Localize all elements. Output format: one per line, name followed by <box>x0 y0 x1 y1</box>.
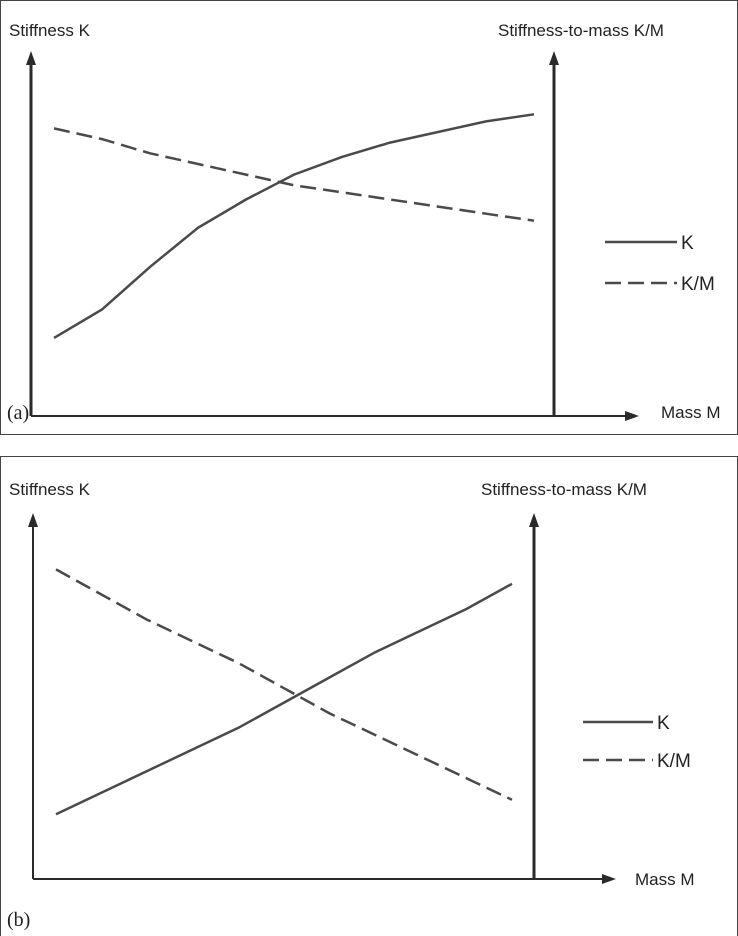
left-axis-label: Stiffness K <box>9 480 91 499</box>
right-y-axis-arrow <box>549 51 559 65</box>
panel-label: (a) <box>7 402 29 424</box>
legend-km-label: K/M <box>657 751 691 772</box>
legend-km-label: K/M <box>681 274 715 295</box>
x-axis-arrow <box>625 411 639 421</box>
left-y-axis-arrow <box>28 513 38 527</box>
chart-panel-b: Stiffness K Stiffness-to-mass K/M Mass M… <box>0 456 738 936</box>
x-axis-label: Mass M <box>661 403 721 422</box>
left-axis-label: Stiffness K <box>9 21 91 40</box>
panel-label: (b) <box>7 909 30 931</box>
x-axis-label: Mass M <box>635 870 695 889</box>
chart-b-svg: Stiffness K Stiffness-to-mass K/M Mass M… <box>7 480 695 931</box>
chart-panel-a: Stiffness K Stiffness-to-mass K/M Mass M… <box>0 0 738 435</box>
chart-a-svg: Stiffness K Stiffness-to-mass K/M Mass M… <box>7 21 721 424</box>
x-axis-arrow <box>602 874 616 884</box>
series-k-line <box>55 582 513 816</box>
series-k-line <box>53 113 535 339</box>
right-y-axis-arrow <box>529 513 539 527</box>
series-km-line <box>53 127 535 222</box>
left-y-axis-arrow <box>26 51 36 65</box>
legend-k-label: K <box>657 713 670 734</box>
right-axis-label: Stiffness-to-mass K/M <box>481 480 647 499</box>
right-axis-label: Stiffness-to-mass K/M <box>498 21 664 40</box>
series-km-line <box>55 568 513 801</box>
legend-k-label: K <box>681 233 694 254</box>
